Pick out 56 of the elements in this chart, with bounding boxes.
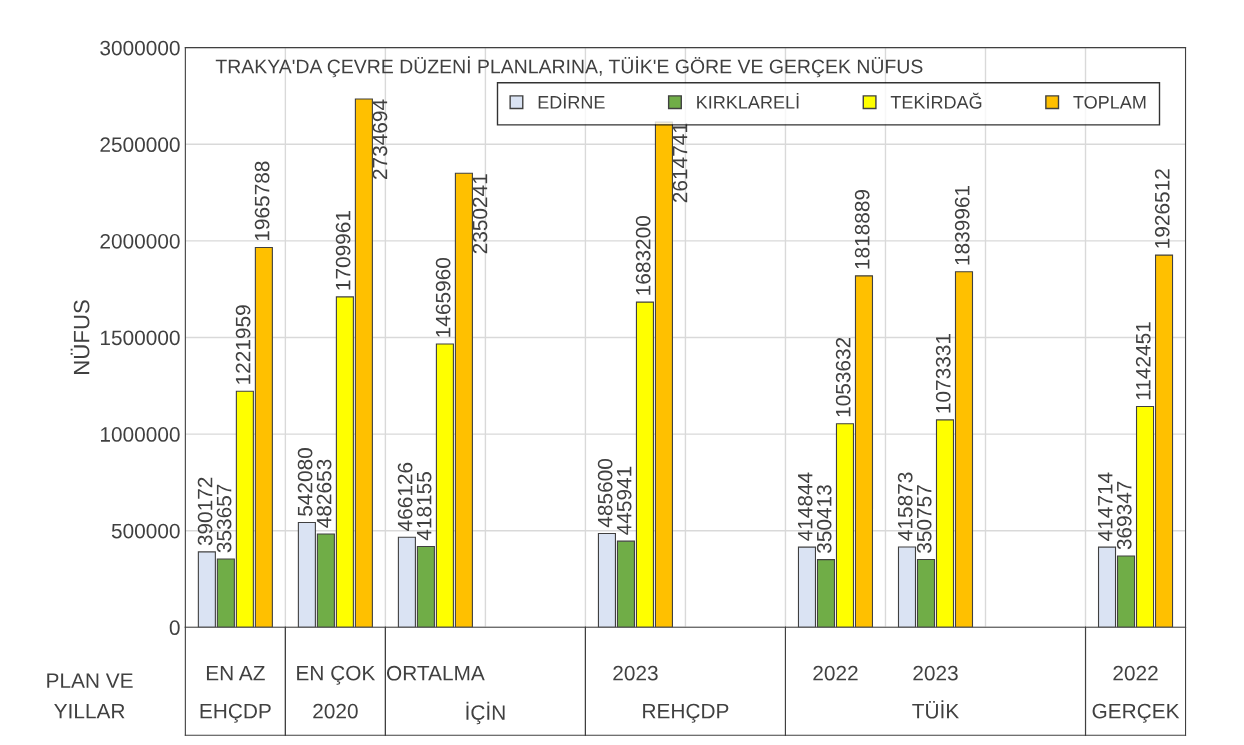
data-label: 1926512 xyxy=(1154,169,1170,248)
y-tick-label: 0 xyxy=(169,620,180,636)
legend-label: EDİRNE xyxy=(538,92,605,109)
data-label: 369347 xyxy=(1116,481,1132,550)
data-label: 418155 xyxy=(416,472,432,541)
data-label: 445941 xyxy=(616,466,632,535)
legend-label: KIRKLARELİ xyxy=(697,92,799,109)
chart-title: TRAKYA'DA ÇEVRE DÜZENİ PLANLARINA, TÜİK'E GÖRE VE GERÇEK NÜFUS xyxy=(215,56,923,78)
text: 2020 xyxy=(313,703,358,719)
y-tick-label: 2000000 xyxy=(100,233,180,249)
text: EHÇDP xyxy=(200,703,271,723)
data-label: 542080 xyxy=(297,448,313,516)
y-tick-label: 3000000 xyxy=(100,40,180,56)
data-label: 350413 xyxy=(816,485,832,554)
text: YILLAR xyxy=(54,704,125,719)
text: İÇİN xyxy=(466,701,505,725)
y-tick-label: 2500000 xyxy=(100,137,180,153)
data-label: 390172 xyxy=(197,477,213,546)
data-label: 1709961 xyxy=(335,211,351,290)
x-tick-label: 2022 xyxy=(1113,665,1158,681)
legend-label: TEKİRDAĞ xyxy=(890,92,982,109)
legend-label: TOPLAM xyxy=(1073,95,1146,109)
data-label: 482653 xyxy=(316,459,332,528)
data-label: 1073331 xyxy=(935,334,951,413)
text: REHÇDP xyxy=(643,703,729,723)
data-label: 414714 xyxy=(1098,472,1113,541)
data-label: 1053632 xyxy=(835,337,851,417)
data-label: 414844 xyxy=(797,472,813,541)
y-tick-label: 1000000 xyxy=(100,427,180,442)
y-tick-label: 500000 xyxy=(111,523,180,539)
y-tick-label: 1500000 xyxy=(100,330,180,346)
data-label: 350757 xyxy=(916,485,932,553)
text: PLAN VE xyxy=(47,673,133,688)
data-label: 2350241 xyxy=(472,174,488,254)
data-label: 1465960 xyxy=(435,257,451,337)
data-label: 1818889 xyxy=(854,189,870,269)
data-label: 1839961 xyxy=(954,185,970,265)
data-label: 466126 xyxy=(397,462,413,531)
data-label: 415873 xyxy=(897,472,913,541)
x-tick-label: EN ÇOK xyxy=(297,665,376,685)
x-tick-label: ORTALMA xyxy=(386,665,485,681)
data-label: 2734694 xyxy=(372,99,388,179)
x-tick-label: 2022 xyxy=(813,665,858,681)
data-label: 2614741 xyxy=(672,123,688,203)
x-tick-label: EN AZ xyxy=(206,666,265,681)
data-label: 1965788 xyxy=(254,161,270,241)
data-label: 353657 xyxy=(216,484,232,553)
data-label: 1683200 xyxy=(635,216,651,295)
data-label: 1142451 xyxy=(1135,322,1151,400)
y-axis-title: NÜFUS xyxy=(70,300,90,374)
x-tick-label: 2023 xyxy=(613,665,658,681)
data-label: 1221959 xyxy=(235,305,251,384)
text: TÜİK xyxy=(912,700,959,719)
text: GERÇEK xyxy=(1092,703,1180,723)
x-tick-label: 2023 xyxy=(913,665,958,681)
data-label: 485600 xyxy=(597,458,613,528)
